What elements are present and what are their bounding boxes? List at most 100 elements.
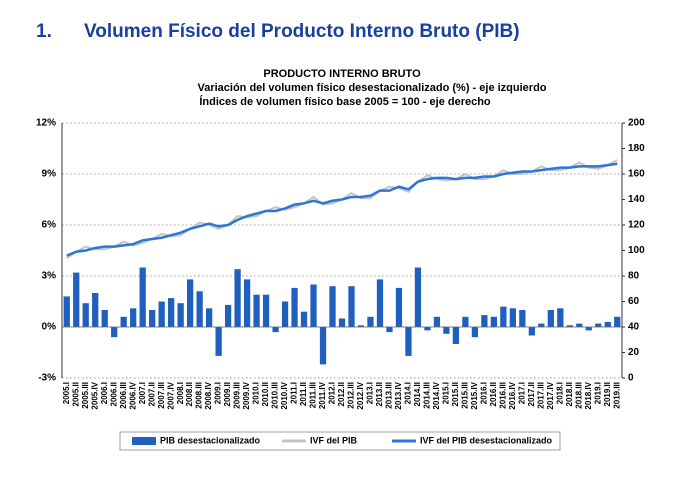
- bar: [424, 327, 431, 331]
- x-tick-label: 2008.II: [185, 382, 194, 406]
- x-tick-label: 2014.IV: [432, 381, 441, 409]
- x-tick-label: 2012.III: [347, 382, 356, 409]
- bar: [139, 267, 146, 327]
- y-tick-label: 9%: [42, 169, 57, 180]
- heading-title: Volumen Físico del Producto Interno Brut…: [84, 21, 520, 42]
- x-tick-label: 2014.III: [423, 382, 432, 409]
- x-tick-label: 2008.III: [195, 382, 204, 409]
- x-tick-label: 2008.I: [176, 382, 185, 404]
- bar: [253, 294, 260, 327]
- y-tick-label: -3%: [38, 373, 56, 384]
- bar: [120, 316, 127, 327]
- chart-title: PRODUCTO INTERNO BRUTO: [263, 68, 421, 80]
- x-tick-label: 2011.IV: [318, 381, 327, 409]
- chart-subtitle: Índices de volumen físico base 2005 = 10…: [199, 95, 491, 108]
- y2-tick-label: 100: [628, 245, 645, 256]
- x-tick-label: 2015.III: [460, 382, 469, 409]
- bar: [386, 327, 393, 333]
- y2-tick-label: 60: [628, 296, 640, 307]
- x-tick-label: 2017.I: [517, 382, 526, 404]
- x-tick-label: 2006.III: [119, 382, 128, 409]
- x-tick-label: 2018.IV: [584, 381, 593, 409]
- bar: [177, 303, 184, 327]
- x-tick-label: 2019.II: [603, 382, 612, 406]
- x-tick-label: 2012.I: [328, 382, 337, 404]
- bar: [547, 310, 554, 327]
- bar: [566, 325, 573, 327]
- x-tick-label: 2019.III: [612, 382, 621, 409]
- x-tick-label: 2006.II: [109, 382, 118, 406]
- bar: [205, 308, 213, 327]
- heading-number: 1.: [36, 21, 52, 42]
- x-tick-label: 2016.II: [489, 382, 498, 406]
- x-tick-label: 2018.I: [555, 382, 564, 404]
- x-tick-label: 2016.I: [479, 382, 488, 404]
- legend-label: PIB desestacionalizado: [160, 435, 261, 445]
- bar: [528, 327, 535, 336]
- x-tick-label: 2009.II: [223, 382, 232, 406]
- bar: [196, 291, 203, 327]
- bar: [329, 286, 336, 327]
- line: [66, 162, 618, 257]
- x-tick-label: 2010.I: [252, 382, 261, 404]
- bar: [490, 316, 497, 327]
- bar: [149, 310, 156, 327]
- y2-tick-label: 200: [628, 118, 645, 129]
- bar: [443, 327, 450, 334]
- y2-tick-label: 40: [628, 322, 640, 333]
- bar: [557, 308, 564, 327]
- x-tick-label: 2016.IV: [508, 381, 517, 409]
- bar: [101, 310, 108, 327]
- bar: [348, 286, 355, 327]
- x-tick-label: 2010.II: [261, 382, 270, 406]
- bar: [395, 287, 403, 327]
- x-tick-label: 2009.I: [214, 382, 223, 404]
- x-tick-label: 2015.IV: [470, 381, 479, 409]
- bar: [187, 279, 194, 327]
- x-tick-label: 2012.IV: [356, 381, 365, 409]
- bar: [405, 327, 412, 356]
- y2-tick-label: 80: [628, 271, 640, 282]
- x-tick-label: 2013.II: [375, 382, 384, 406]
- y2-tick-label: 180: [628, 143, 645, 154]
- bar: [595, 323, 602, 327]
- bar: [272, 327, 279, 333]
- bar: [262, 294, 270, 327]
- x-tick-label: 2013.IV: [394, 381, 403, 409]
- x-tick-label: 2015.II: [451, 382, 460, 406]
- bar: [519, 310, 526, 327]
- bar: [338, 318, 346, 327]
- y2-tick-label: 120: [628, 220, 645, 231]
- bar: [224, 304, 232, 327]
- bar: [367, 316, 374, 327]
- x-tick-label: 2005.IV: [90, 381, 99, 409]
- bar: [500, 306, 507, 327]
- x-tick-label: 2013.I: [366, 382, 375, 404]
- bar: [614, 316, 621, 327]
- bar: [576, 323, 583, 327]
- bar: [310, 284, 317, 327]
- chart-subtitle: Variación del volumen físico desestacion…: [197, 82, 546, 94]
- x-tick-label: 2008.IV: [204, 381, 213, 409]
- x-tick-label: 2018.II: [565, 382, 574, 406]
- bar: [130, 308, 137, 327]
- legend-box: [119, 431, 561, 451]
- x-tick-label: 2011.I: [290, 382, 299, 404]
- y-tick-label: 12%: [36, 118, 56, 129]
- y-tick-label: 3%: [42, 271, 57, 282]
- bar: [234, 269, 241, 327]
- x-tick-label: 2017.IV: [546, 381, 555, 409]
- x-tick-label: 2010.IV: [280, 381, 289, 409]
- legend-swatch: [132, 437, 156, 445]
- bar: [281, 301, 289, 327]
- bar: [462, 316, 469, 327]
- x-tick-label: 2006.I: [100, 382, 109, 404]
- y-tick-label: 6%: [42, 220, 57, 231]
- bar: [92, 293, 99, 327]
- x-tick-label: 2015.I: [442, 382, 451, 404]
- x-tick-label: 2010.III: [271, 382, 280, 409]
- x-tick-label: 2013.III: [385, 382, 394, 409]
- x-tick-label: 2005.III: [81, 382, 90, 409]
- bar: [509, 308, 516, 327]
- line: [66, 159, 618, 259]
